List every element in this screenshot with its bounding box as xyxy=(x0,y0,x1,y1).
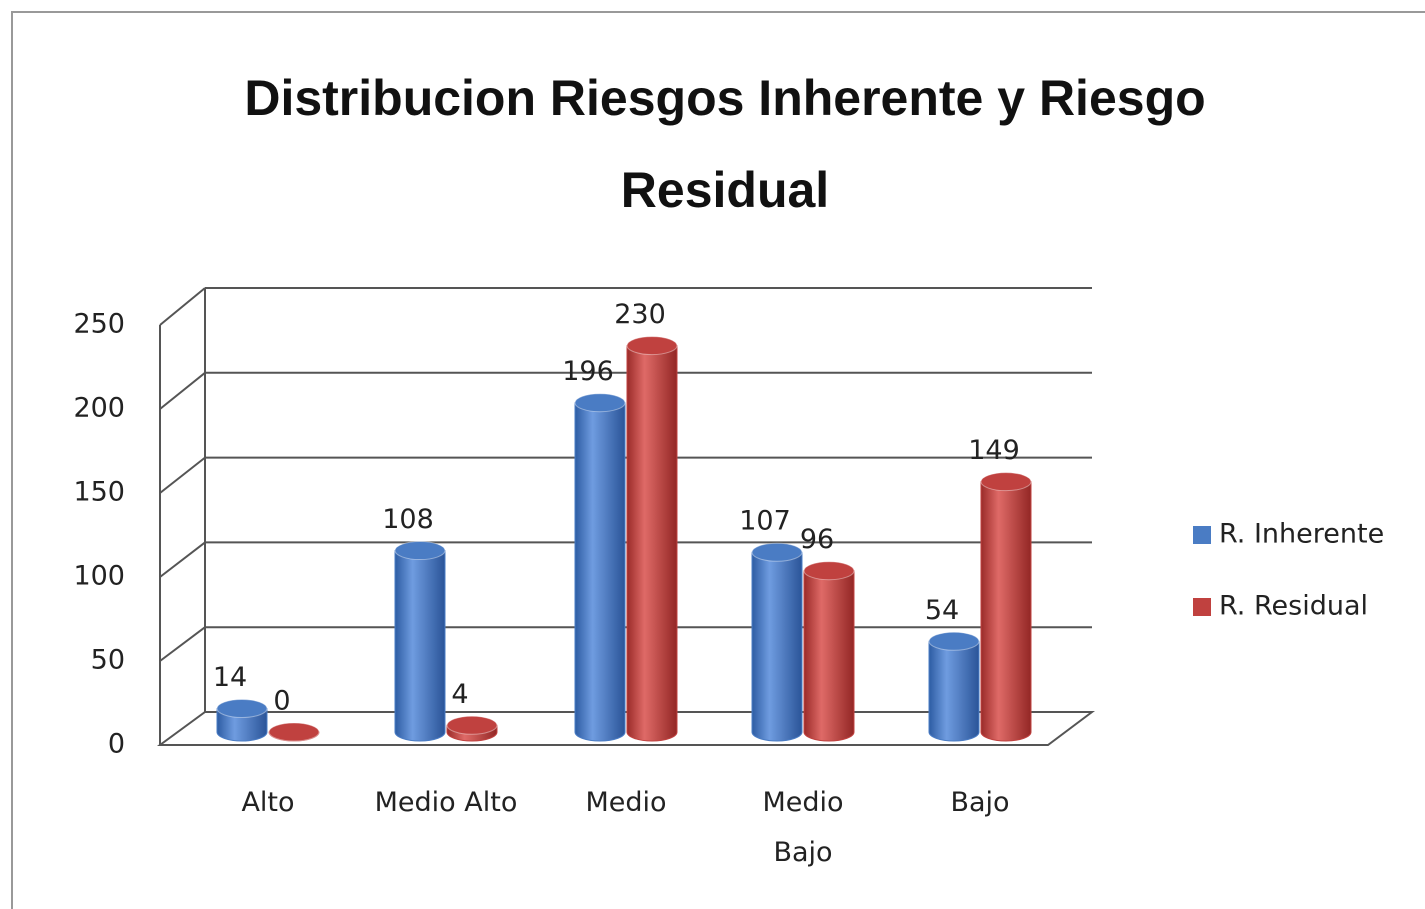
legend-swatch xyxy=(1193,598,1211,616)
chart-title: Distribucion Riesgos Inherente y Riesgo … xyxy=(244,70,1206,218)
y-tick-label: 200 xyxy=(73,393,125,424)
bar xyxy=(751,551,803,742)
grid-line xyxy=(159,372,206,410)
x-tick-label: Medio Bajo xyxy=(762,787,844,868)
bar-top xyxy=(751,542,803,562)
y-tick-label: 250 xyxy=(73,309,125,340)
x-tick-label: Medio xyxy=(585,787,667,818)
data-label: 108 xyxy=(382,504,434,535)
data-label: 54 xyxy=(925,595,959,626)
bar xyxy=(216,707,268,742)
y-tick-label: 0 xyxy=(108,729,125,760)
legend-swatch xyxy=(1193,526,1211,544)
x-tick-label: Bajo xyxy=(950,787,1010,818)
bar-top xyxy=(928,631,980,651)
bar-top xyxy=(268,722,320,742)
y-tick-label: 50 xyxy=(91,645,125,676)
data-label: 96 xyxy=(800,524,834,555)
bar-top xyxy=(394,541,446,561)
bar-top xyxy=(574,393,626,413)
legend-label: R. Inherente xyxy=(1219,519,1384,550)
data-label: 149 xyxy=(968,435,1020,466)
bar-top xyxy=(626,336,678,356)
bar xyxy=(574,402,626,742)
bar-top xyxy=(803,561,855,581)
data-label: 107 xyxy=(739,506,791,537)
bar xyxy=(803,570,855,742)
data-label: 230 xyxy=(614,299,666,330)
bar xyxy=(626,345,678,742)
data-label: 14 xyxy=(213,662,247,693)
bar-top xyxy=(216,698,268,718)
grid-line xyxy=(159,456,206,494)
grid-line xyxy=(159,287,206,326)
floor xyxy=(156,711,1095,746)
bar-top xyxy=(980,472,1032,492)
bar xyxy=(394,550,446,742)
x-tick-label: Alto xyxy=(241,787,295,818)
frame xyxy=(11,11,1425,909)
data-label: 196 xyxy=(562,356,614,387)
x-tick-label: Medio Alto xyxy=(374,787,518,818)
bar xyxy=(928,640,980,742)
data-label: 4 xyxy=(451,679,468,710)
y-tick-label: 100 xyxy=(73,561,125,592)
y-tick-label: 150 xyxy=(73,477,125,508)
grid-line xyxy=(159,541,206,578)
data-label: 0 xyxy=(273,686,290,717)
grid-line xyxy=(159,626,206,662)
bar xyxy=(980,481,1032,742)
bar-top xyxy=(446,715,498,735)
legend-label: R. Residual xyxy=(1219,591,1368,622)
